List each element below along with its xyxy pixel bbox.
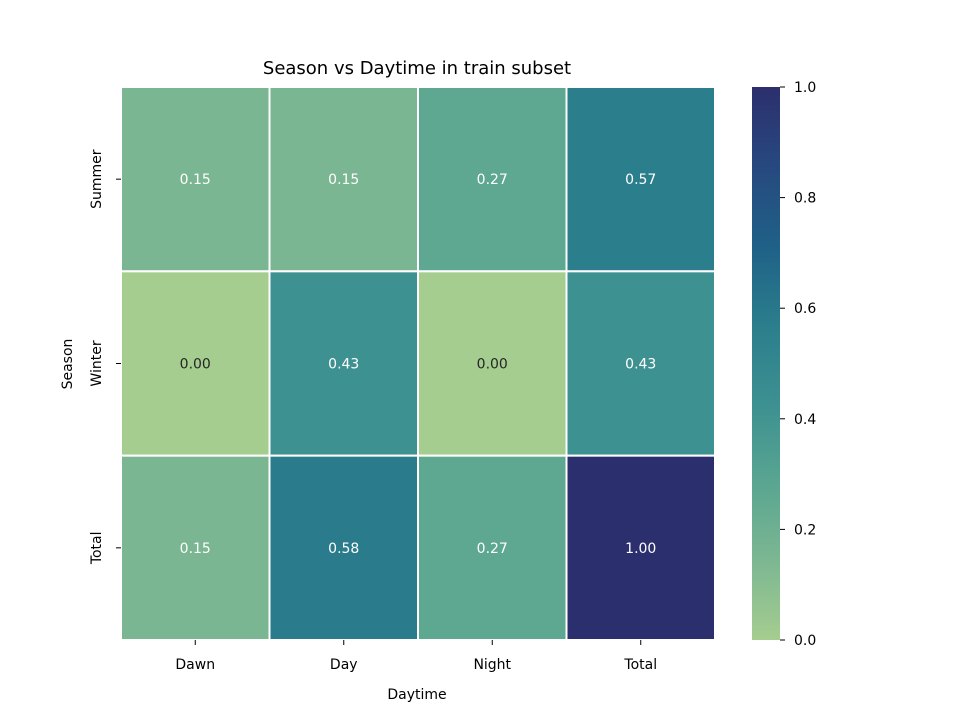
cell-value-label: 0.27 xyxy=(477,541,508,557)
x-tick-label: Day xyxy=(330,657,358,673)
heatmap-cell xyxy=(565,86,716,273)
cell-value-label: 0.43 xyxy=(625,357,656,373)
heatmap-cell xyxy=(565,270,716,457)
cell-value-label: 0.00 xyxy=(180,357,211,373)
heatmap-cell xyxy=(268,86,419,273)
x-tick-label: Total xyxy=(623,657,657,673)
y-tick-label: Total xyxy=(89,531,105,565)
colorbar-tick-label: 0.0 xyxy=(794,633,816,649)
heatmap-cells: 0.15 0.15 0.27 0.57 0.00 0.43 0.00 0.43 0.15 0.58… xyxy=(120,86,716,641)
cell-value-label: 0.00 xyxy=(477,357,508,373)
y-axis-label: Season xyxy=(60,339,76,390)
heatmap-cell xyxy=(565,454,716,641)
colorbar-tick-label: 0.4 xyxy=(794,412,816,428)
cell-value-label: 0.15 xyxy=(180,541,211,557)
heatmap-cell xyxy=(120,86,271,273)
cell-value-label: 0.43 xyxy=(328,357,359,373)
y-axis-ticks: Summer Winter Total xyxy=(89,149,121,565)
cell-value-label: 0.27 xyxy=(477,172,508,188)
colorbar-ticks: 0.0 0.2 0.4 0.6 0.8 1.0 xyxy=(780,80,816,649)
x-axis-ticks: Dawn Day Night Total xyxy=(175,640,657,673)
x-tick-label: Night xyxy=(473,657,511,673)
cell-value-label: 1.00 xyxy=(625,541,656,557)
colorbar xyxy=(752,87,780,640)
colorbar-tick-label: 0.8 xyxy=(794,191,816,207)
cell-value-label: 0.15 xyxy=(328,172,359,188)
cell-value-label: 0.58 xyxy=(328,541,359,557)
heatmap-cell xyxy=(417,86,568,273)
colorbar-tick-label: 0.2 xyxy=(794,522,816,538)
colorbar-tick-label: 0.6 xyxy=(794,301,816,317)
chart-title: Season vs Daytime in train subset xyxy=(263,58,571,79)
y-tick-label: Summer xyxy=(89,149,105,209)
x-axis-label: Daytime xyxy=(387,687,446,703)
colorbar-tick-label: 1.0 xyxy=(794,80,816,96)
y-tick-label: Winter xyxy=(89,340,105,386)
x-tick-label: Dawn xyxy=(175,657,215,673)
cell-value-label: 0.57 xyxy=(625,172,656,188)
heatmap-cell xyxy=(268,454,419,641)
cell-value-label: 0.15 xyxy=(180,172,211,188)
heatmap-cell xyxy=(120,270,271,457)
heatmap-cell xyxy=(268,270,419,457)
